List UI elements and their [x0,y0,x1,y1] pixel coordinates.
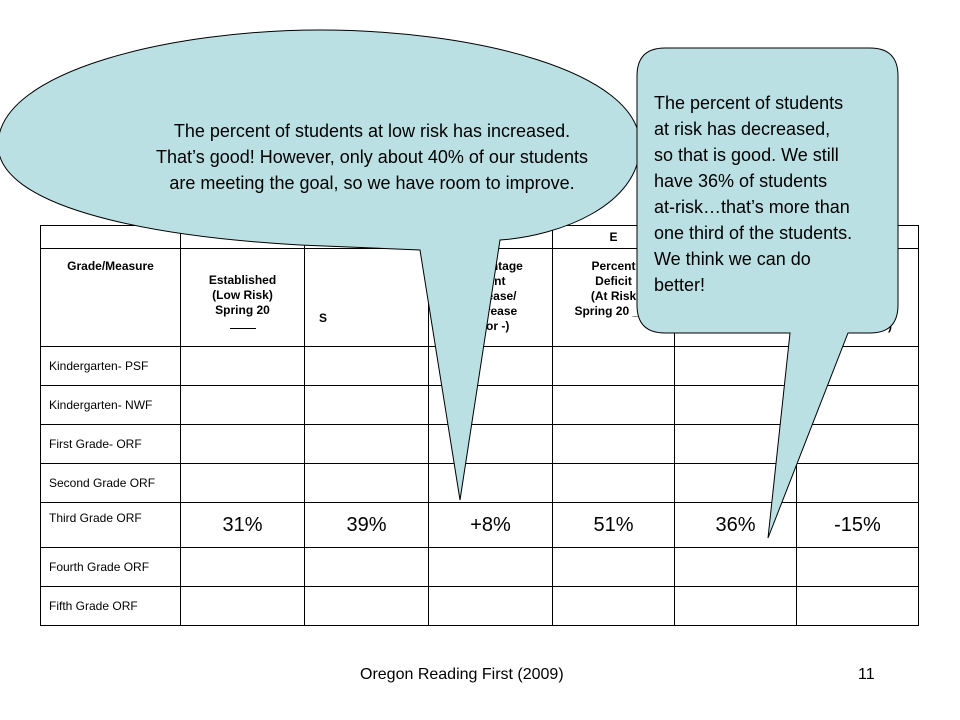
header-line: (+ or -) [471,319,510,333]
table-cell [180,346,305,386]
header-top-cell [428,225,553,249]
table-cell [552,463,675,503]
table-cell [428,586,553,626]
table-cell: 51% [552,502,675,548]
callout-line: are meeting the goal, so we have room to… [169,173,575,193]
header-top-cell [304,225,429,249]
table-row: Kindergarten- NWF [40,385,919,425]
table-cell [552,586,675,626]
callout-line: better! [654,275,706,295]
table-row: First Grade- ORF [40,424,919,464]
header-top-cell [40,225,181,249]
table-cell [674,346,797,386]
callout-line: We think we can do [654,249,811,269]
row-label: First Grade- ORF [40,424,181,464]
table-cell [180,385,305,425]
header-percentage-point: Percentage Point Increase/ Decrease (+ o… [428,248,553,347]
callout-line: one third of the students. [654,223,853,243]
table-cell [796,463,919,503]
header-grade-measure-label: Grade/Measure [67,259,154,273]
row-label: Second Grade ORF [40,463,181,503]
table-cell: +8% [428,502,553,548]
table-body: Kindergarten- PSF Kindergarten- NWF First … [40,346,919,626]
table-cell [304,547,429,587]
table-cell [552,424,675,464]
table-cell [304,385,429,425]
row-label: Fifth Grade ORF [40,586,181,626]
callout-line: The percent of students at low risk has … [173,121,571,141]
callout-line: at-risk…that’s more than [654,197,850,217]
table-cell [428,547,553,587]
table-cell [674,586,797,626]
underline-blank [181,318,304,333]
header-line: Established [208,273,277,287]
table-cell [796,547,919,587]
footer-text: Oregon Reading First (2009) [360,666,564,683]
callout-line: The percent of students [654,93,844,113]
row-label: Kindergarten- PSF [40,346,181,386]
table-cell [674,463,797,503]
table-cell [180,586,305,626]
table-cell [674,424,797,464]
table-cell [552,385,675,425]
table-cell [552,547,675,587]
table-cell [180,463,305,503]
row-label: Third Grade ORF [40,502,181,548]
row-label: Kindergarten- NWF [40,385,181,425]
header-line: Point [475,274,506,288]
table-cell [796,424,919,464]
header-line: Percentage [458,259,523,273]
table-cell [180,547,305,587]
page-number: 11 [858,666,875,683]
table-cell [304,346,429,386]
header-line: e [885,304,892,318]
table-cell [428,463,553,503]
header-col3-fragment: S [319,311,328,325]
table-cell [428,346,553,386]
table-cell [304,586,429,626]
table-cell: -15% [796,502,919,548]
table-row: Fourth Grade ORF [40,547,919,587]
table-cell [552,346,675,386]
table-cell: 36% [674,502,797,548]
table-row: Second Grade ORF [40,463,919,503]
row-label: Fourth Grade ORF [40,547,181,587]
callout-line: That’s good! However, only about 40% of … [156,147,588,167]
header-col3: S [304,248,429,347]
callout-line: at risk has decreased, [654,119,831,139]
header-line: Decrease [463,304,518,318]
table-cell [796,385,919,425]
right-callout-text: The percent of students at risk has decr… [654,90,894,298]
header-line: Spring 20 ___ [574,304,653,318]
callout-line: so that is good. We still [654,145,839,165]
header-line: Increase/ [464,289,517,303]
table-cell [796,586,919,626]
header-grade-measure: Grade/Measure [40,248,181,347]
table-cell [428,385,553,425]
header-top-cell [180,225,305,249]
callout-line: have 36% of students [654,171,828,191]
table-cell [304,424,429,464]
header-established: Established (Low Risk) Spring 20 [180,248,305,347]
table-cell [428,424,553,464]
table-cell: 39% [304,502,429,548]
table-row: Kindergarten- PSF [40,346,919,386]
table-cell [180,424,305,464]
header-line: or -) [868,319,892,333]
header-line: Spring 20 [215,303,270,317]
table-cell: 31% [180,502,305,548]
table-row: Third Grade ORF 31% 39% +8% 51% 36% -15% [40,502,919,548]
table-cell [304,463,429,503]
table-cell [674,385,797,425]
table-row: Fifth Grade ORF [40,586,919,626]
left-callout-text: The percent of students at low risk has … [102,118,642,196]
header-line: (Low Risk) [212,288,273,302]
table-cell [796,346,919,386]
table-cell [674,547,797,587]
